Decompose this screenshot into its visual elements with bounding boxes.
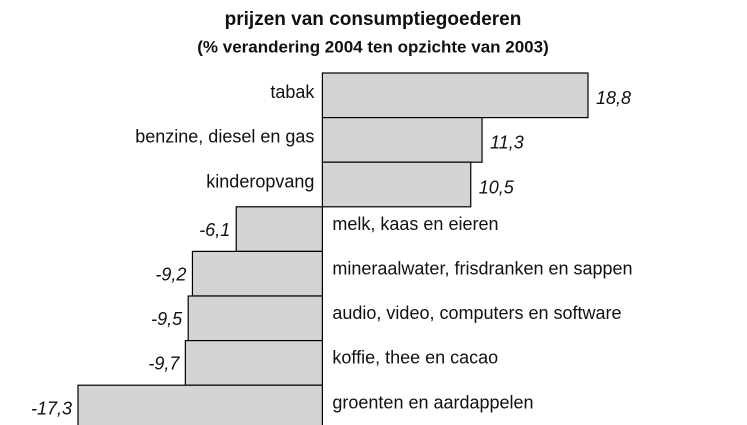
chart-title: prijzen van consumptiegoederen xyxy=(225,9,522,30)
value-label: 10,5 xyxy=(479,177,515,197)
value-label: 11,3 xyxy=(490,133,524,153)
bar xyxy=(184,340,324,386)
bar xyxy=(235,206,324,253)
category-label: kinderopvang xyxy=(206,171,314,191)
bar xyxy=(321,161,472,208)
bar xyxy=(191,250,324,297)
bar xyxy=(321,72,589,119)
value-label: -9,5 xyxy=(151,309,183,329)
category-label: mineraalwater, frisdranken en sappen xyxy=(332,258,632,278)
chart-subtitle: (% verandering 2004 ten opzichte van 200… xyxy=(197,37,548,56)
value-label: -6,1 xyxy=(199,220,230,240)
bar xyxy=(77,384,324,425)
value-label: -9,2 xyxy=(155,264,186,284)
category-label: koffie, thee en cacao xyxy=(332,348,498,368)
category-label: melk, kaas en eieren xyxy=(332,214,498,234)
category-label: tabak xyxy=(270,82,315,102)
category-label: groenten en aardappelen xyxy=(332,392,533,412)
bar xyxy=(187,295,324,342)
category-label: benzine, diesel en gas xyxy=(135,127,314,147)
category-label: audio, video, computers en software xyxy=(332,303,621,323)
bar xyxy=(321,116,483,163)
value-label: -17,3 xyxy=(31,398,72,418)
value-label: 18,8 xyxy=(596,88,631,108)
value-label: -9,7 xyxy=(148,354,180,374)
